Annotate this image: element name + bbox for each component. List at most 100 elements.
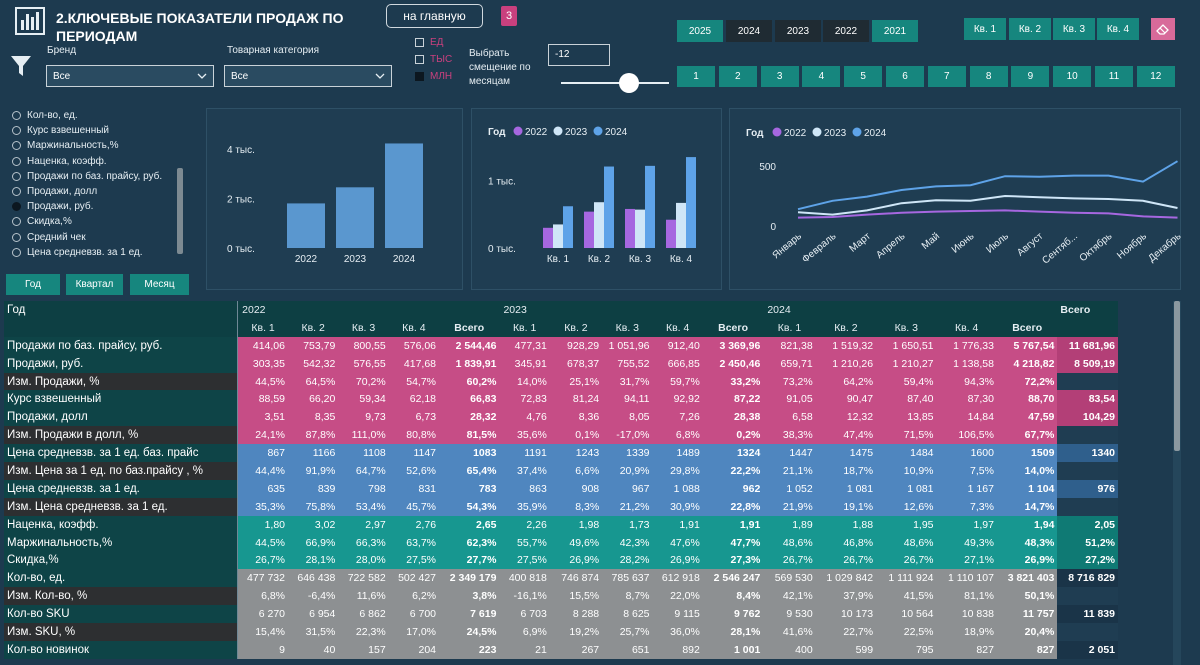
month-button-6[interactable]: 6 <box>886 66 924 87</box>
table-row[interactable]: Изм. Кол-во, % 6,8% -6,4% 11,6% 6,2% 3,8% -16,… <box>4 587 1118 606</box>
month-button-2[interactable]: 2 <box>718 66 757 87</box>
bar[interactable] <box>287 203 325 248</box>
table-cell <box>1057 372 1118 391</box>
table-row[interactable]: Кол-во, ед. 477 732 646 438 722 582 502 427 2… <box>4 569 1118 588</box>
category-dropdown[interactable]: Все <box>224 65 392 87</box>
table-scrollbar[interactable] <box>1173 301 1181 665</box>
table-row[interactable]: Продажи, руб. 303,35 542,32 576,55 417,68 1 8… <box>4 354 1118 373</box>
table-row[interactable]: Кол-во SKU 6 270 6 954 6 862 6 700 7 619 6 703… <box>4 605 1118 624</box>
table-cell: 91,05 <box>763 390 816 409</box>
table-row[interactable]: Цена средневзв. за 1 ед. баз. прайс 867 11… <box>4 444 1118 463</box>
bar[interactable] <box>385 143 423 248</box>
year-button-2024[interactable]: 2024 <box>726 20 772 42</box>
table-cell: 867 <box>237 444 288 463</box>
table-cell: 35,6% <box>499 426 550 445</box>
measure-option[interactable]: Курс взвешенный <box>6 123 201 138</box>
bar[interactable] <box>645 165 655 248</box>
unit-selector: ЕД ТЫС МЛН <box>415 35 452 83</box>
x-tick-label: Май <box>920 231 942 252</box>
table-cell: 1,94 <box>996 515 1058 534</box>
measure-option[interactable]: Средний чек <box>6 230 201 245</box>
table-row[interactable]: Кол-во новинок 9 40 157 204 223 21 267 651 892 1 0… <box>4 640 1118 659</box>
bar[interactable] <box>676 202 686 248</box>
measure-option[interactable]: Продажи по баз. прайсу, руб. <box>6 169 201 184</box>
table-cell: 746 874 <box>549 569 603 588</box>
table-cell: 576,06 <box>388 336 440 355</box>
bar[interactable] <box>625 208 635 248</box>
year-button-2022[interactable]: 2022 <box>823 20 869 42</box>
year-button-2023[interactable]: 2023 <box>775 20 821 42</box>
table-row[interactable]: Курс взвешенный 88,59 66,20 59,34 62,18 66,83… <box>4 390 1118 409</box>
month-button-12[interactable]: 12 <box>1136 66 1175 87</box>
measure-scrollbar[interactable] <box>177 168 183 254</box>
period-header: Всего <box>996 318 1058 337</box>
granularity-quarter-button[interactable]: Квартал <box>66 274 123 295</box>
bar[interactable] <box>666 219 676 248</box>
measure-option[interactable]: Маржинальность,% <box>6 138 201 153</box>
year-button-2021[interactable]: 2021 <box>872 20 918 42</box>
month-button-9[interactable]: 9 <box>1011 66 1050 87</box>
quarter-button-4[interactable]: Кв. 4 <box>1097 18 1139 40</box>
table-row[interactable]: Наценка, коэфф. 1,80 3,02 2,97 2,76 2,65 2,26 1… <box>4 515 1118 534</box>
bar[interactable] <box>604 166 614 248</box>
bar[interactable] <box>543 227 553 248</box>
table-cell: 87,30 <box>936 390 997 409</box>
home-button[interactable]: на главную <box>386 4 483 28</box>
month-button-8[interactable]: 8 <box>969 66 1008 87</box>
offset-input[interactable]: -12 <box>548 44 610 66</box>
table-row[interactable]: Маржинальность,% 44,5% 66,9% 66,3% 63,7% 62,3… <box>4 533 1118 552</box>
x-tick-label: Декабрь <box>1146 230 1182 264</box>
measure-option[interactable]: Кол-во, ед. <box>6 108 201 123</box>
month-button-5[interactable]: 5 <box>844 66 883 87</box>
table-cell: 678,37 <box>549 354 603 373</box>
series-line[interactable] <box>797 160 1179 211</box>
clear-filters-button[interactable] <box>1151 18 1175 40</box>
month-button-11[interactable]: 11 <box>1095 66 1133 87</box>
quarter-button-1[interactable]: Кв. 1 <box>964 18 1006 40</box>
month-button-3[interactable]: 3 <box>760 66 799 87</box>
bar[interactable] <box>635 209 645 248</box>
offset-slider-track[interactable] <box>561 82 669 84</box>
table-row[interactable]: Продажи по баз. прайсу, руб. 414,06 753,79… <box>4 336 1118 355</box>
month-button-10[interactable]: 10 <box>1053 66 1092 87</box>
measure-option[interactable]: Продажи, руб. <box>6 199 201 214</box>
table-cell: 928,29 <box>549 336 603 355</box>
unit-option-tys[interactable]: ТЫС <box>415 52 452 66</box>
bar[interactable] <box>584 211 594 248</box>
year-button-2025[interactable]: 2025 <box>677 20 723 42</box>
month-button-4[interactable]: 4 <box>802 66 841 87</box>
series-line[interactable] <box>797 209 1178 219</box>
table-cell: 48,6% <box>876 533 937 552</box>
measure-option[interactable]: Наценка, коэфф. <box>6 154 201 169</box>
bar[interactable] <box>686 157 696 248</box>
table-cell: 28,38 <box>702 408 764 427</box>
table-row[interactable]: Изм. SKU, % 15,4% 31,5% 22,3% 17,0% 24,5% 6,9%… <box>4 623 1118 641</box>
bar[interactable] <box>594 202 604 248</box>
unit-option-ed[interactable]: ЕД <box>415 35 452 49</box>
brand-dropdown[interactable]: Все <box>46 65 214 87</box>
table-row[interactable]: Изм. Продажи в долл, % 24,1% 87,8% 111,0% 80… <box>4 426 1118 445</box>
table-row[interactable]: Цена средневзв. за 1 ед. 635 839 798 831 783 8… <box>4 479 1118 498</box>
series-line[interactable] <box>797 194 1178 216</box>
quarter-button-2[interactable]: Кв. 2 <box>1009 18 1051 40</box>
table-row[interactable]: Скидка,% 26,7% 28,1% 28,0% 27,5% 27,7% 27,5% 26… <box>4 551 1118 570</box>
table-scrollbar-thumb[interactable] <box>1174 301 1180 451</box>
bar[interactable] <box>553 224 563 248</box>
granularity-month-button[interactable]: Месяц <box>130 274 189 295</box>
bar[interactable] <box>336 187 374 248</box>
table-row[interactable]: Продажи, долл 3,51 8,35 9,73 6,73 28,32 4,76 8,… <box>4 408 1118 427</box>
period-header: Кв. 3 <box>876 318 937 337</box>
measure-option[interactable]: Скидка,% <box>6 214 201 229</box>
bar[interactable] <box>563 206 573 248</box>
quarter-button-3[interactable]: Кв. 3 <box>1053 18 1095 40</box>
table-row[interactable]: Изм. Продажи, % 44,5% 64,5% 70,2% 54,7% 60,2%… <box>4 372 1118 391</box>
table-row[interactable]: Изм. Цена средневзв. за 1 ед. 35,3% 75,8% 5… <box>4 497 1118 516</box>
measure-option[interactable]: Продажи, долл <box>6 184 201 199</box>
month-button-7[interactable]: 7 <box>927 66 966 87</box>
month-button-1[interactable]: 1 <box>677 66 715 87</box>
unit-option-mln[interactable]: МЛН <box>415 69 452 83</box>
offset-slider-thumb[interactable] <box>619 73 639 93</box>
granularity-year-button[interactable]: Год <box>6 274 60 295</box>
table-row[interactable]: Изм. Цена за 1 ед. по баз.прайсу , % 44,4… <box>4 462 1118 480</box>
measure-option[interactable]: Цена средневзв. за 1 ед. <box>6 245 201 260</box>
